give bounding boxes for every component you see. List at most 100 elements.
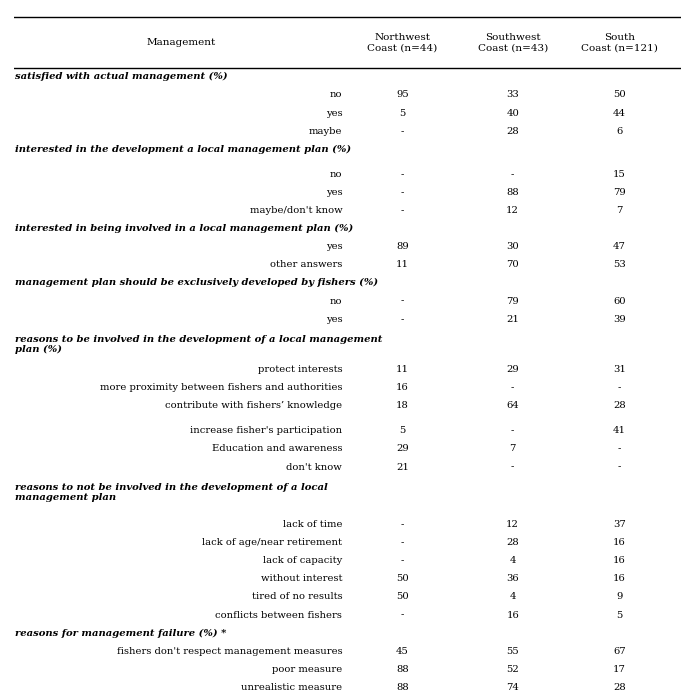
Text: reasons for management failure (%) *: reasons for management failure (%) * bbox=[15, 629, 227, 638]
Text: 40: 40 bbox=[506, 108, 519, 117]
Text: 30: 30 bbox=[506, 242, 519, 251]
Text: lack of time: lack of time bbox=[283, 520, 342, 529]
Text: conflicts between fishers: conflicts between fishers bbox=[215, 611, 342, 620]
Text: 67: 67 bbox=[613, 647, 626, 656]
Text: 9: 9 bbox=[616, 593, 623, 602]
Text: 15: 15 bbox=[613, 170, 626, 179]
Text: yes: yes bbox=[325, 108, 342, 117]
Text: 29: 29 bbox=[396, 444, 409, 453]
Text: 37: 37 bbox=[613, 520, 626, 529]
Text: 21: 21 bbox=[396, 462, 409, 472]
Text: 11: 11 bbox=[396, 365, 409, 374]
Text: -: - bbox=[618, 384, 621, 393]
Text: Southwest
Coast (n=43): Southwest Coast (n=43) bbox=[477, 32, 548, 52]
Text: 5: 5 bbox=[616, 611, 623, 620]
Text: protect interests: protect interests bbox=[258, 365, 342, 374]
Text: 70: 70 bbox=[506, 260, 519, 269]
Text: 16: 16 bbox=[506, 611, 519, 620]
Text: 7: 7 bbox=[509, 444, 516, 453]
Text: 44: 44 bbox=[613, 108, 626, 117]
Text: management plan should be exclusively developed by fishers (%): management plan should be exclusively de… bbox=[15, 278, 378, 288]
Text: 55: 55 bbox=[506, 647, 519, 656]
Text: 28: 28 bbox=[613, 683, 626, 690]
Text: -: - bbox=[401, 188, 404, 197]
Text: maybe/don't know: maybe/don't know bbox=[250, 206, 342, 215]
Text: 12: 12 bbox=[506, 206, 519, 215]
Text: 79: 79 bbox=[613, 188, 626, 197]
Text: without interest: without interest bbox=[261, 574, 342, 583]
Text: lack of age/near retirement: lack of age/near retirement bbox=[202, 538, 342, 547]
Text: don't know: don't know bbox=[286, 462, 342, 472]
Text: poor measure: poor measure bbox=[272, 665, 342, 674]
Text: 4: 4 bbox=[509, 593, 516, 602]
Text: maybe: maybe bbox=[309, 127, 342, 136]
Text: 16: 16 bbox=[613, 556, 626, 565]
Text: 64: 64 bbox=[506, 402, 519, 411]
Text: Management: Management bbox=[146, 38, 215, 47]
Text: more proximity between fishers and authorities: more proximity between fishers and autho… bbox=[99, 384, 342, 393]
Text: -: - bbox=[401, 170, 404, 179]
Text: 79: 79 bbox=[506, 297, 519, 306]
Text: 36: 36 bbox=[507, 574, 519, 583]
Text: -: - bbox=[618, 462, 621, 472]
Text: no: no bbox=[329, 90, 342, 99]
Text: South
Coast (n=121): South Coast (n=121) bbox=[581, 32, 658, 52]
Text: reasons to be involved in the development of a local management
plan (%): reasons to be involved in the developmen… bbox=[15, 335, 383, 354]
Text: unrealistic measure: unrealistic measure bbox=[241, 683, 342, 690]
Text: 6: 6 bbox=[616, 127, 623, 136]
Text: 74: 74 bbox=[506, 683, 519, 690]
Text: 39: 39 bbox=[613, 315, 626, 324]
Text: 17: 17 bbox=[613, 665, 626, 674]
Text: 50: 50 bbox=[396, 574, 409, 583]
Text: 45: 45 bbox=[396, 647, 409, 656]
Text: -: - bbox=[401, 556, 404, 565]
Text: 28: 28 bbox=[506, 127, 519, 136]
Text: 18: 18 bbox=[396, 402, 409, 411]
Text: Northwest
Coast (n=44): Northwest Coast (n=44) bbox=[368, 32, 438, 52]
Text: 29: 29 bbox=[506, 365, 519, 374]
Text: -: - bbox=[511, 170, 514, 179]
Text: -: - bbox=[401, 611, 404, 620]
Text: 21: 21 bbox=[506, 315, 519, 324]
Text: 47: 47 bbox=[613, 242, 626, 251]
Text: no: no bbox=[329, 297, 342, 306]
Text: satisfied with actual management (%): satisfied with actual management (%) bbox=[15, 72, 228, 81]
Text: 60: 60 bbox=[613, 297, 626, 306]
Text: 88: 88 bbox=[506, 188, 519, 197]
Text: 11: 11 bbox=[396, 260, 409, 269]
Text: -: - bbox=[401, 127, 404, 136]
Text: 52: 52 bbox=[506, 665, 519, 674]
Text: tired of no results: tired of no results bbox=[252, 593, 342, 602]
Text: 4: 4 bbox=[509, 556, 516, 565]
Text: 95: 95 bbox=[396, 90, 409, 99]
Text: fishers don't respect management measures: fishers don't respect management measure… bbox=[117, 647, 342, 656]
Text: yes: yes bbox=[325, 315, 342, 324]
Text: 28: 28 bbox=[506, 538, 519, 547]
Text: 7: 7 bbox=[616, 206, 623, 215]
Text: 88: 88 bbox=[396, 683, 409, 690]
Text: no: no bbox=[329, 170, 342, 179]
Text: yes: yes bbox=[325, 188, 342, 197]
Text: -: - bbox=[511, 462, 514, 472]
Text: increase fisher's participation: increase fisher's participation bbox=[190, 426, 342, 435]
Text: -: - bbox=[401, 520, 404, 529]
Text: -: - bbox=[511, 384, 514, 393]
Text: 28: 28 bbox=[613, 402, 626, 411]
Text: yes: yes bbox=[325, 242, 342, 251]
Text: reasons to not be involved in the development of a local
management plan: reasons to not be involved in the develo… bbox=[15, 483, 328, 502]
Text: -: - bbox=[401, 206, 404, 215]
Text: -: - bbox=[618, 444, 621, 453]
Text: 5: 5 bbox=[400, 108, 406, 117]
Text: 89: 89 bbox=[396, 242, 409, 251]
Text: 16: 16 bbox=[613, 574, 626, 583]
Text: -: - bbox=[401, 538, 404, 547]
Text: other answers: other answers bbox=[270, 260, 342, 269]
Text: Education and awareness: Education and awareness bbox=[212, 444, 342, 453]
Text: 5: 5 bbox=[400, 426, 406, 435]
Text: lack of capacity: lack of capacity bbox=[263, 556, 342, 565]
Text: interested in the development a local management plan (%): interested in the development a local ma… bbox=[15, 145, 352, 154]
Text: 88: 88 bbox=[396, 665, 409, 674]
Text: 31: 31 bbox=[613, 365, 626, 374]
Text: 50: 50 bbox=[396, 593, 409, 602]
Text: contribute with fishers’ knowledge: contribute with fishers’ knowledge bbox=[165, 402, 342, 411]
